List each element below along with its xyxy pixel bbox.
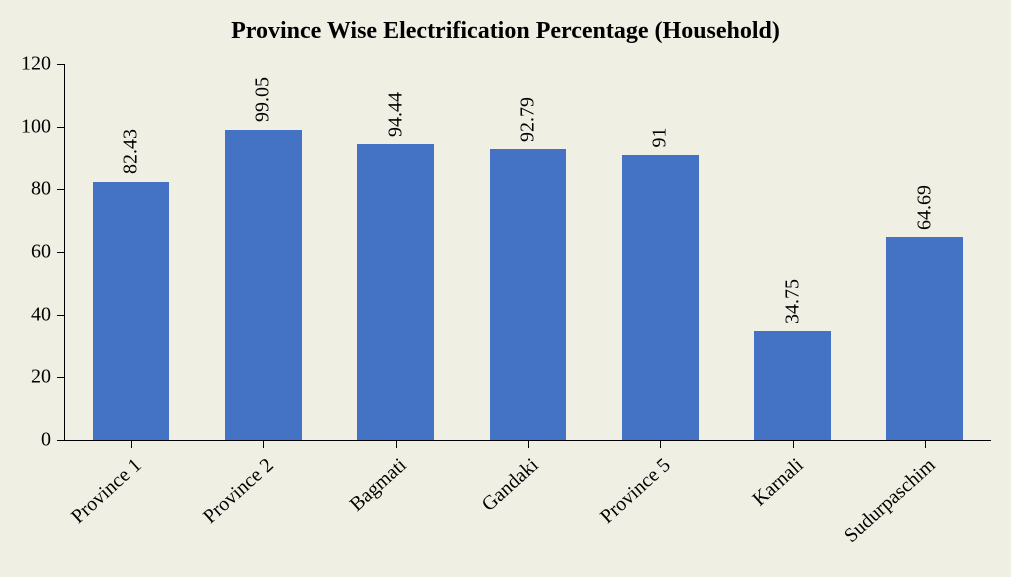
x-tick <box>793 440 794 448</box>
y-tick-label: 40 <box>31 303 51 326</box>
y-tick-label: 20 <box>31 366 51 389</box>
x-category-label: Province 2 <box>199 454 278 529</box>
y-tick-label: 0 <box>41 429 51 452</box>
bar <box>93 182 170 440</box>
bar <box>622 155 699 440</box>
x-tick <box>528 440 529 448</box>
x-category-label: Sudurpaschim <box>840 454 940 548</box>
bar-value-label: 34.75 <box>781 269 804 324</box>
bar-value-label: 92.79 <box>517 87 540 142</box>
y-tick <box>57 189 65 190</box>
chart-title: Province Wise Electrification Percentage… <box>0 18 1011 45</box>
y-tick-label: 100 <box>21 115 51 138</box>
x-tick <box>396 440 397 448</box>
y-tick-label: 60 <box>31 241 51 264</box>
x-category-label: Province 5 <box>596 454 675 529</box>
bar-value-label: 82.43 <box>120 119 143 174</box>
y-tick <box>57 64 65 65</box>
chart-container: Province Wise Electrification Percentage… <box>0 0 1011 577</box>
bar-value-label: 64.69 <box>913 175 936 230</box>
bar-value-label: 94.44 <box>384 82 407 137</box>
bar <box>490 149 567 440</box>
bar-value-label: 99.05 <box>252 67 275 122</box>
y-tick <box>57 440 65 441</box>
bar-value-label: 91 <box>649 125 672 147</box>
x-tick <box>263 440 264 448</box>
y-tick <box>57 377 65 378</box>
bar <box>225 130 302 440</box>
y-tick-label: 80 <box>31 178 51 201</box>
bar <box>886 237 963 440</box>
x-tick <box>660 440 661 448</box>
x-category-label: Province 1 <box>67 454 146 529</box>
y-tick <box>57 252 65 253</box>
x-category-label: Gandaki <box>478 454 544 516</box>
x-category-label: Bagmati <box>345 454 411 516</box>
x-category-label: Karnali <box>748 454 808 511</box>
y-tick <box>57 127 65 128</box>
bar <box>754 331 831 440</box>
x-tick <box>925 440 926 448</box>
bar <box>357 144 434 440</box>
x-tick <box>131 440 132 448</box>
y-tick-label: 120 <box>21 53 51 76</box>
plot-area: 02040608010012082.43Province 199.05Provi… <box>65 64 991 440</box>
y-tick <box>57 315 65 316</box>
